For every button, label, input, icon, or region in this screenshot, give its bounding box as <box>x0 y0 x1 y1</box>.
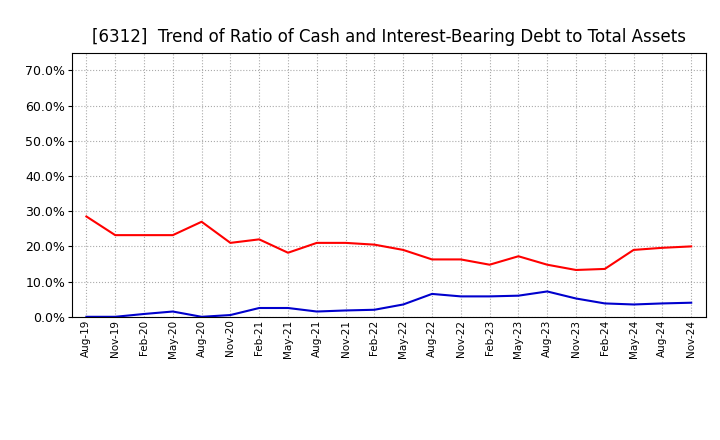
Interest-Bearing Debt <box>687 300 696 305</box>
Line: Cash: Cash <box>86 216 691 270</box>
Cash <box>284 250 292 255</box>
Interest-Bearing Debt <box>600 301 609 306</box>
Cash <box>197 219 206 224</box>
Interest-Bearing Debt <box>370 307 379 312</box>
Interest-Bearing Debt <box>312 309 321 314</box>
Interest-Bearing Debt <box>456 294 465 299</box>
Line: Interest-Bearing Debt: Interest-Bearing Debt <box>86 291 691 317</box>
Cash <box>168 232 177 238</box>
Interest-Bearing Debt <box>197 314 206 319</box>
Interest-Bearing Debt <box>82 314 91 319</box>
Cash <box>514 253 523 259</box>
Interest-Bearing Debt <box>226 312 235 318</box>
Interest-Bearing Debt <box>543 289 552 294</box>
Interest-Bearing Debt <box>341 308 350 313</box>
Interest-Bearing Debt <box>399 302 408 307</box>
Cash <box>255 237 264 242</box>
Interest-Bearing Debt <box>255 305 264 311</box>
Cash <box>82 214 91 219</box>
Title: [6312]  Trend of Ratio of Cash and Interest-Bearing Debt to Total Assets: [6312] Trend of Ratio of Cash and Intere… <box>92 28 685 46</box>
Cash <box>111 232 120 238</box>
Interest-Bearing Debt <box>629 302 638 307</box>
Cash <box>341 240 350 246</box>
Cash <box>687 244 696 249</box>
Cash <box>370 242 379 247</box>
Cash <box>629 247 638 253</box>
Interest-Bearing Debt <box>658 301 667 306</box>
Interest-Bearing Debt <box>428 291 436 297</box>
Cash <box>600 266 609 271</box>
Cash <box>226 240 235 246</box>
Cash <box>572 268 580 273</box>
Interest-Bearing Debt <box>284 305 292 311</box>
Interest-Bearing Debt <box>111 314 120 319</box>
Cash <box>312 240 321 246</box>
Interest-Bearing Debt <box>168 309 177 314</box>
Cash <box>428 257 436 262</box>
Cash <box>140 232 148 238</box>
Interest-Bearing Debt <box>485 294 494 299</box>
Cash <box>485 262 494 268</box>
Interest-Bearing Debt <box>514 293 523 298</box>
Cash <box>456 257 465 262</box>
Cash <box>399 247 408 253</box>
Interest-Bearing Debt <box>572 296 580 301</box>
Cash <box>543 262 552 268</box>
Interest-Bearing Debt <box>140 312 148 317</box>
Cash <box>658 245 667 250</box>
